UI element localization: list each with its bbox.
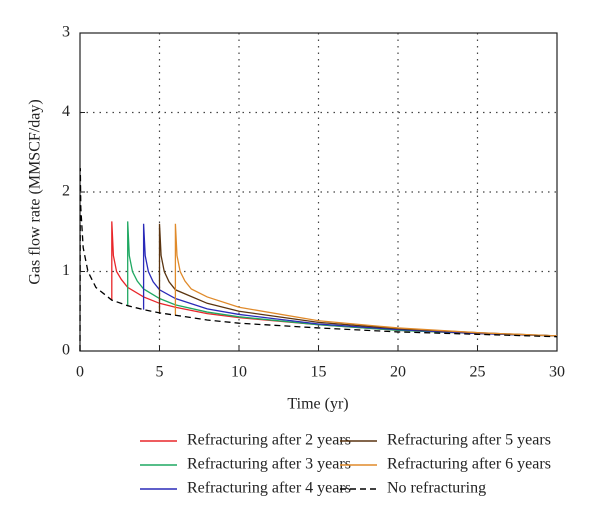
x-tick-label: 30	[549, 364, 565, 381]
y-tick-label: 1	[62, 262, 70, 279]
legend-label: No refracturing	[387, 480, 486, 497]
x-tick-label: 5	[156, 364, 164, 381]
legend-label: Refracturing after 2 years	[187, 432, 351, 449]
legend-label: Refracturing after 4 years	[187, 480, 351, 497]
x-axis-label: Time (yr)	[287, 396, 348, 413]
series-line	[79, 168, 558, 352]
x-tick-label: 20	[390, 364, 406, 381]
x-tick-label: 0	[76, 364, 84, 381]
series-line	[158, 223, 558, 337]
y-tick-label: 4	[62, 103, 70, 120]
y-tick-label: 2	[62, 183, 70, 200]
series-line	[127, 221, 558, 337]
x-tick-label: 10	[231, 364, 247, 381]
y-axis-label: Gas flow rate (MMSCF/day)	[27, 99, 44, 284]
plot-frame	[79, 32, 558, 352]
legend-label: Refracturing after 3 years	[187, 456, 351, 473]
legend-label: Refracturing after 5 years	[387, 432, 551, 449]
series-line	[174, 223, 558, 337]
series-line	[111, 221, 558, 337]
y-tick-label: 0	[62, 342, 70, 359]
series-line	[142, 223, 558, 337]
y-tick-label: 3	[62, 24, 70, 41]
x-tick-label: 25	[470, 364, 486, 381]
legend-label: Refracturing after 6 years	[387, 456, 551, 473]
x-tick-label: 15	[311, 364, 327, 381]
